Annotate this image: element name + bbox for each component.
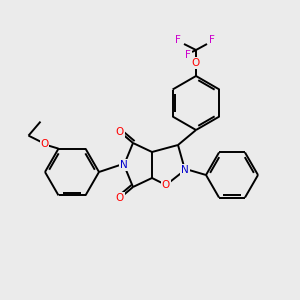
Text: F: F (209, 35, 215, 45)
Text: O: O (116, 127, 124, 137)
Text: O: O (40, 139, 49, 148)
Text: O: O (116, 193, 124, 203)
Text: N: N (120, 160, 128, 170)
Text: N: N (181, 165, 189, 175)
Text: O: O (162, 180, 170, 190)
Text: O: O (192, 58, 200, 68)
Text: F: F (185, 50, 191, 60)
Text: F: F (175, 35, 181, 45)
